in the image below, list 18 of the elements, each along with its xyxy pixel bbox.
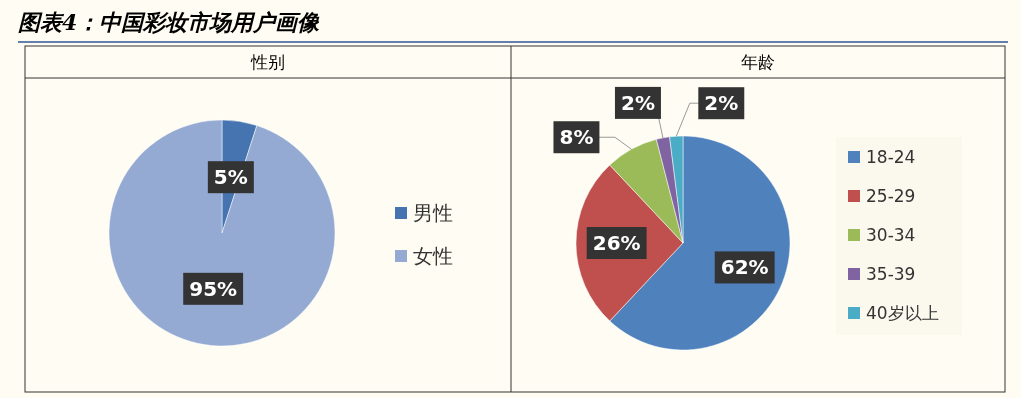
data-label: 95%: [189, 276, 238, 301]
legend-label: 男性: [413, 201, 453, 225]
data-label: 5%: [213, 165, 248, 190]
legend-label: 女性: [413, 244, 453, 268]
legend-label: 30-34: [866, 225, 916, 245]
data-label: 2%: [620, 90, 655, 115]
data-label: 62%: [720, 255, 769, 280]
legend-label: 35-39: [866, 264, 916, 284]
legend-label: 40岁以上: [866, 303, 939, 323]
data-label: 26%: [592, 231, 641, 255]
legend-label: 25-29: [866, 186, 916, 206]
data-label: 2%: [704, 91, 739, 116]
pie-slice: [108, 119, 336, 347]
chart-title: 性别: [250, 52, 285, 72]
text: 图表4：中国彩妆市场用户画像: [18, 9, 321, 35]
data-label: 8%: [559, 125, 594, 150]
legend-label: 18-24: [866, 147, 916, 167]
chart-title: 年龄: [741, 52, 775, 72]
